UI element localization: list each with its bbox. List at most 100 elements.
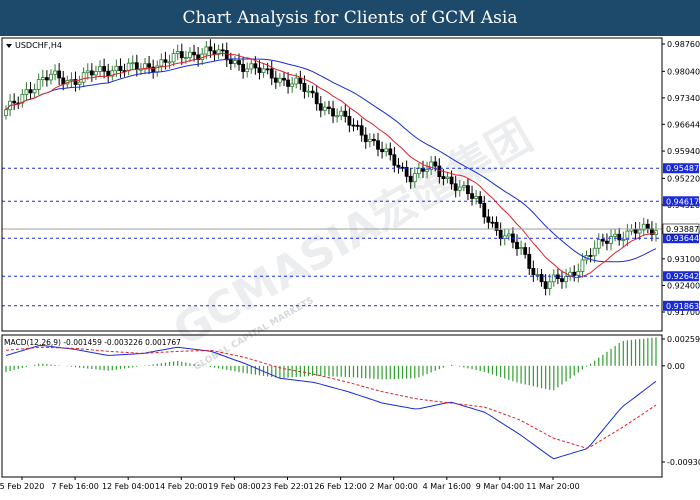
candle-bullish — [69, 79, 74, 81]
candle-bearish — [372, 138, 376, 142]
candle-bullish — [277, 77, 282, 83]
moving-average-fast — [5, 52, 657, 279]
candle-bearish — [237, 60, 241, 65]
candle-bearish — [617, 233, 622, 241]
candle-bullish — [130, 62, 135, 65]
candle-bearish — [543, 281, 548, 289]
current-price-label: 0.93887 — [666, 225, 699, 234]
price-y-tick-label: 0.96644 — [667, 120, 700, 129]
candle-bearish — [490, 221, 495, 224]
candle-bearish — [408, 175, 413, 183]
candle-bearish — [73, 79, 78, 85]
candle-bearish — [331, 108, 335, 117]
candle-bearish — [600, 239, 605, 242]
candle-bullish — [4, 109, 8, 116]
candle-bearish — [327, 106, 331, 109]
candle-bearish — [560, 278, 564, 283]
candle-bullish — [249, 63, 254, 70]
candle-bullish — [412, 173, 417, 183]
macd-panel: MACD(12,26,9) -0.001459 -0.003226 0.0017… — [4, 335, 700, 467]
level-label-box — [663, 233, 699, 244]
candle-bearish — [466, 185, 470, 195]
candle-bearish — [220, 49, 225, 52]
candle-bullish — [167, 61, 172, 64]
candle-bearish — [208, 46, 213, 52]
price-y-tick-label: 0.95220 — [667, 174, 700, 183]
candle-bearish — [163, 59, 168, 63]
price-y-tick-label: 0.97340 — [667, 94, 700, 103]
candle-bearish — [134, 62, 139, 70]
candle-bearish — [539, 274, 544, 283]
candle-bullish — [306, 90, 311, 93]
candle-bullish — [576, 271, 581, 276]
level-label: 0.93644 — [666, 234, 699, 243]
candle-bullish — [204, 46, 209, 55]
level-label-box — [663, 271, 699, 282]
level-label-box — [663, 163, 699, 174]
candle-bearish — [470, 193, 474, 199]
candle-bullish — [171, 53, 176, 63]
candle-bullish — [641, 223, 646, 231]
candle-bullish — [609, 236, 613, 244]
candle-bearish — [224, 50, 229, 61]
candle-bearish — [482, 202, 487, 218]
candle-bullish — [155, 65, 160, 73]
candle-bearish — [388, 148, 393, 156]
candle-bearish — [61, 77, 66, 85]
candle-bearish — [269, 68, 274, 79]
candle-bullish — [547, 281, 552, 289]
candle-bearish — [241, 63, 246, 72]
x-axis-tick-label: 11 Mar 20:00 — [526, 482, 579, 491]
candle-bullish — [216, 49, 221, 55]
moving-average-slow — [5, 58, 657, 263]
candle-bullish — [290, 83, 295, 87]
x-axis-tick-label: 9 Mar 04:00 — [476, 482, 524, 491]
candle-bullish — [143, 63, 147, 70]
candle-bearish — [486, 216, 491, 223]
level-label: 0.91863 — [666, 302, 699, 311]
candle-bullish — [245, 68, 250, 72]
candle-bullish — [580, 259, 585, 272]
candle-bearish — [392, 154, 397, 166]
candle-bearish — [355, 124, 360, 127]
candle-bullish — [564, 275, 568, 283]
price-y-tick-label: 0.98760 — [667, 40, 700, 49]
candle-bullish — [126, 62, 131, 72]
candle-bearish — [343, 110, 348, 117]
candle-bearish — [28, 89, 33, 94]
candle-bearish — [273, 77, 278, 83]
candle-bullish — [94, 71, 98, 76]
chart-area: GCMASIA宏匯集团 GLOBAL CAPITAL MARKETS 0.987… — [0, 37, 700, 491]
candle-bullish — [85, 70, 90, 74]
candle-bullish — [461, 185, 466, 188]
candle-bearish — [645, 223, 650, 229]
candle-bullish — [429, 161, 434, 170]
x-axis-tick-label: 5 Feb 2020 — [0, 482, 44, 491]
candle-bullish — [114, 65, 119, 72]
candle-bearish — [363, 134, 368, 143]
candle-bearish — [286, 79, 290, 87]
candle-bearish — [12, 100, 17, 104]
candle-bearish — [57, 70, 62, 79]
candle-bearish — [89, 70, 94, 76]
candle-bearish — [376, 140, 380, 150]
candle-bearish — [106, 70, 111, 77]
candle-bullish — [183, 57, 188, 59]
price-y-tick-label: 0.91700 — [667, 308, 700, 317]
candle-bearish — [228, 59, 233, 64]
candle-bullish — [457, 186, 462, 191]
candle-bullish — [621, 239, 626, 241]
header-banner — [0, 0, 700, 36]
candle-bearish — [515, 241, 519, 250]
candle-bullish — [81, 72, 86, 83]
candle-bearish — [44, 77, 49, 81]
candle-bullish — [110, 70, 115, 77]
candle-bearish — [380, 148, 385, 153]
candle-bearish — [179, 51, 184, 59]
dropdown-triangle-icon — [6, 44, 12, 48]
macd-y-tick-label: 0.002598 — [667, 335, 700, 344]
candle-bearish — [265, 68, 270, 71]
candle-bullish — [535, 274, 540, 276]
candle-bearish — [633, 228, 638, 234]
candle-bullish — [20, 93, 25, 104]
